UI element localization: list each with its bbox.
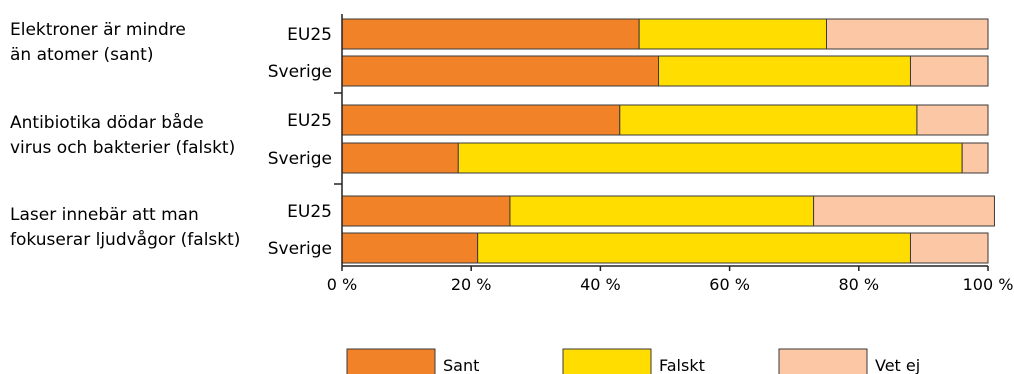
legend-swatch-sant [346, 348, 436, 374]
bar-segment-sant [341, 18, 640, 50]
legend-label-vet-ej: Vet ej [875, 356, 920, 374]
legend-swatch-vet-ej [778, 348, 868, 374]
bar-segment-vet-ej [909, 55, 989, 87]
row-label: EU25 [287, 25, 332, 45]
x-tick-label: 0 % [327, 275, 357, 294]
bar-segment-falskt [619, 104, 918, 136]
question-2-line-2: virus och bakterier (falskt) [10, 138, 235, 158]
question-2-line-1: Antibiotika dödar både [10, 112, 204, 133]
bar-segment-vet-ej [909, 232, 989, 264]
bar-segment-sant [341, 142, 459, 174]
bar-segment-falskt [509, 195, 815, 227]
question-1-line-1: Elektroner är mindre [10, 20, 186, 40]
bar-segment-falskt [658, 55, 911, 87]
row-label: Sverige [268, 239, 332, 259]
legend-label-falskt: Falskt [659, 356, 705, 374]
x-tick-label: 60 % [709, 275, 750, 294]
row-label: Sverige [268, 62, 332, 82]
bar-segment-falskt [638, 18, 827, 50]
row-label: EU25 [287, 111, 332, 131]
bar-segment-vet-ej [826, 18, 989, 50]
bar-segment-sant [341, 232, 479, 264]
x-tick-label: 20 % [451, 275, 492, 294]
legend-label-sant: Sant [443, 356, 479, 374]
row-label: EU25 [287, 202, 332, 222]
bar-segment-sant [341, 55, 660, 87]
question-3-line-1: Laser innebär att man [10, 205, 199, 225]
legend-swatch-falskt [562, 348, 652, 374]
question-3-line-2: fokuserar ljudvågor (falskt) [10, 229, 240, 250]
bar-segment-vet-ej [916, 104, 989, 136]
question-1-line-2: än atomer (sant) [10, 45, 153, 65]
legend: Sant Falskt Vet ej [346, 348, 920, 374]
bar-segment-falskt [457, 142, 963, 174]
bars-layer: EU25 Sverige EU25 Sverige EU25 Sverige [268, 18, 995, 264]
x-tick-label: 40 % [580, 275, 621, 294]
bar-segment-vet-ej [961, 142, 989, 174]
bar-segment-sant [341, 104, 621, 136]
x-tick-label: 100 % [963, 275, 1014, 294]
bar-segment-vet-ej [813, 195, 995, 227]
row-label: Sverige [268, 149, 332, 169]
axes-layer: 0 % 20 % 40 % 60 % 80 % 100 % [327, 14, 1014, 294]
bar-segment-sant [341, 195, 511, 227]
bar-segment-falskt [477, 232, 911, 264]
x-tick-label: 80 % [838, 275, 879, 294]
